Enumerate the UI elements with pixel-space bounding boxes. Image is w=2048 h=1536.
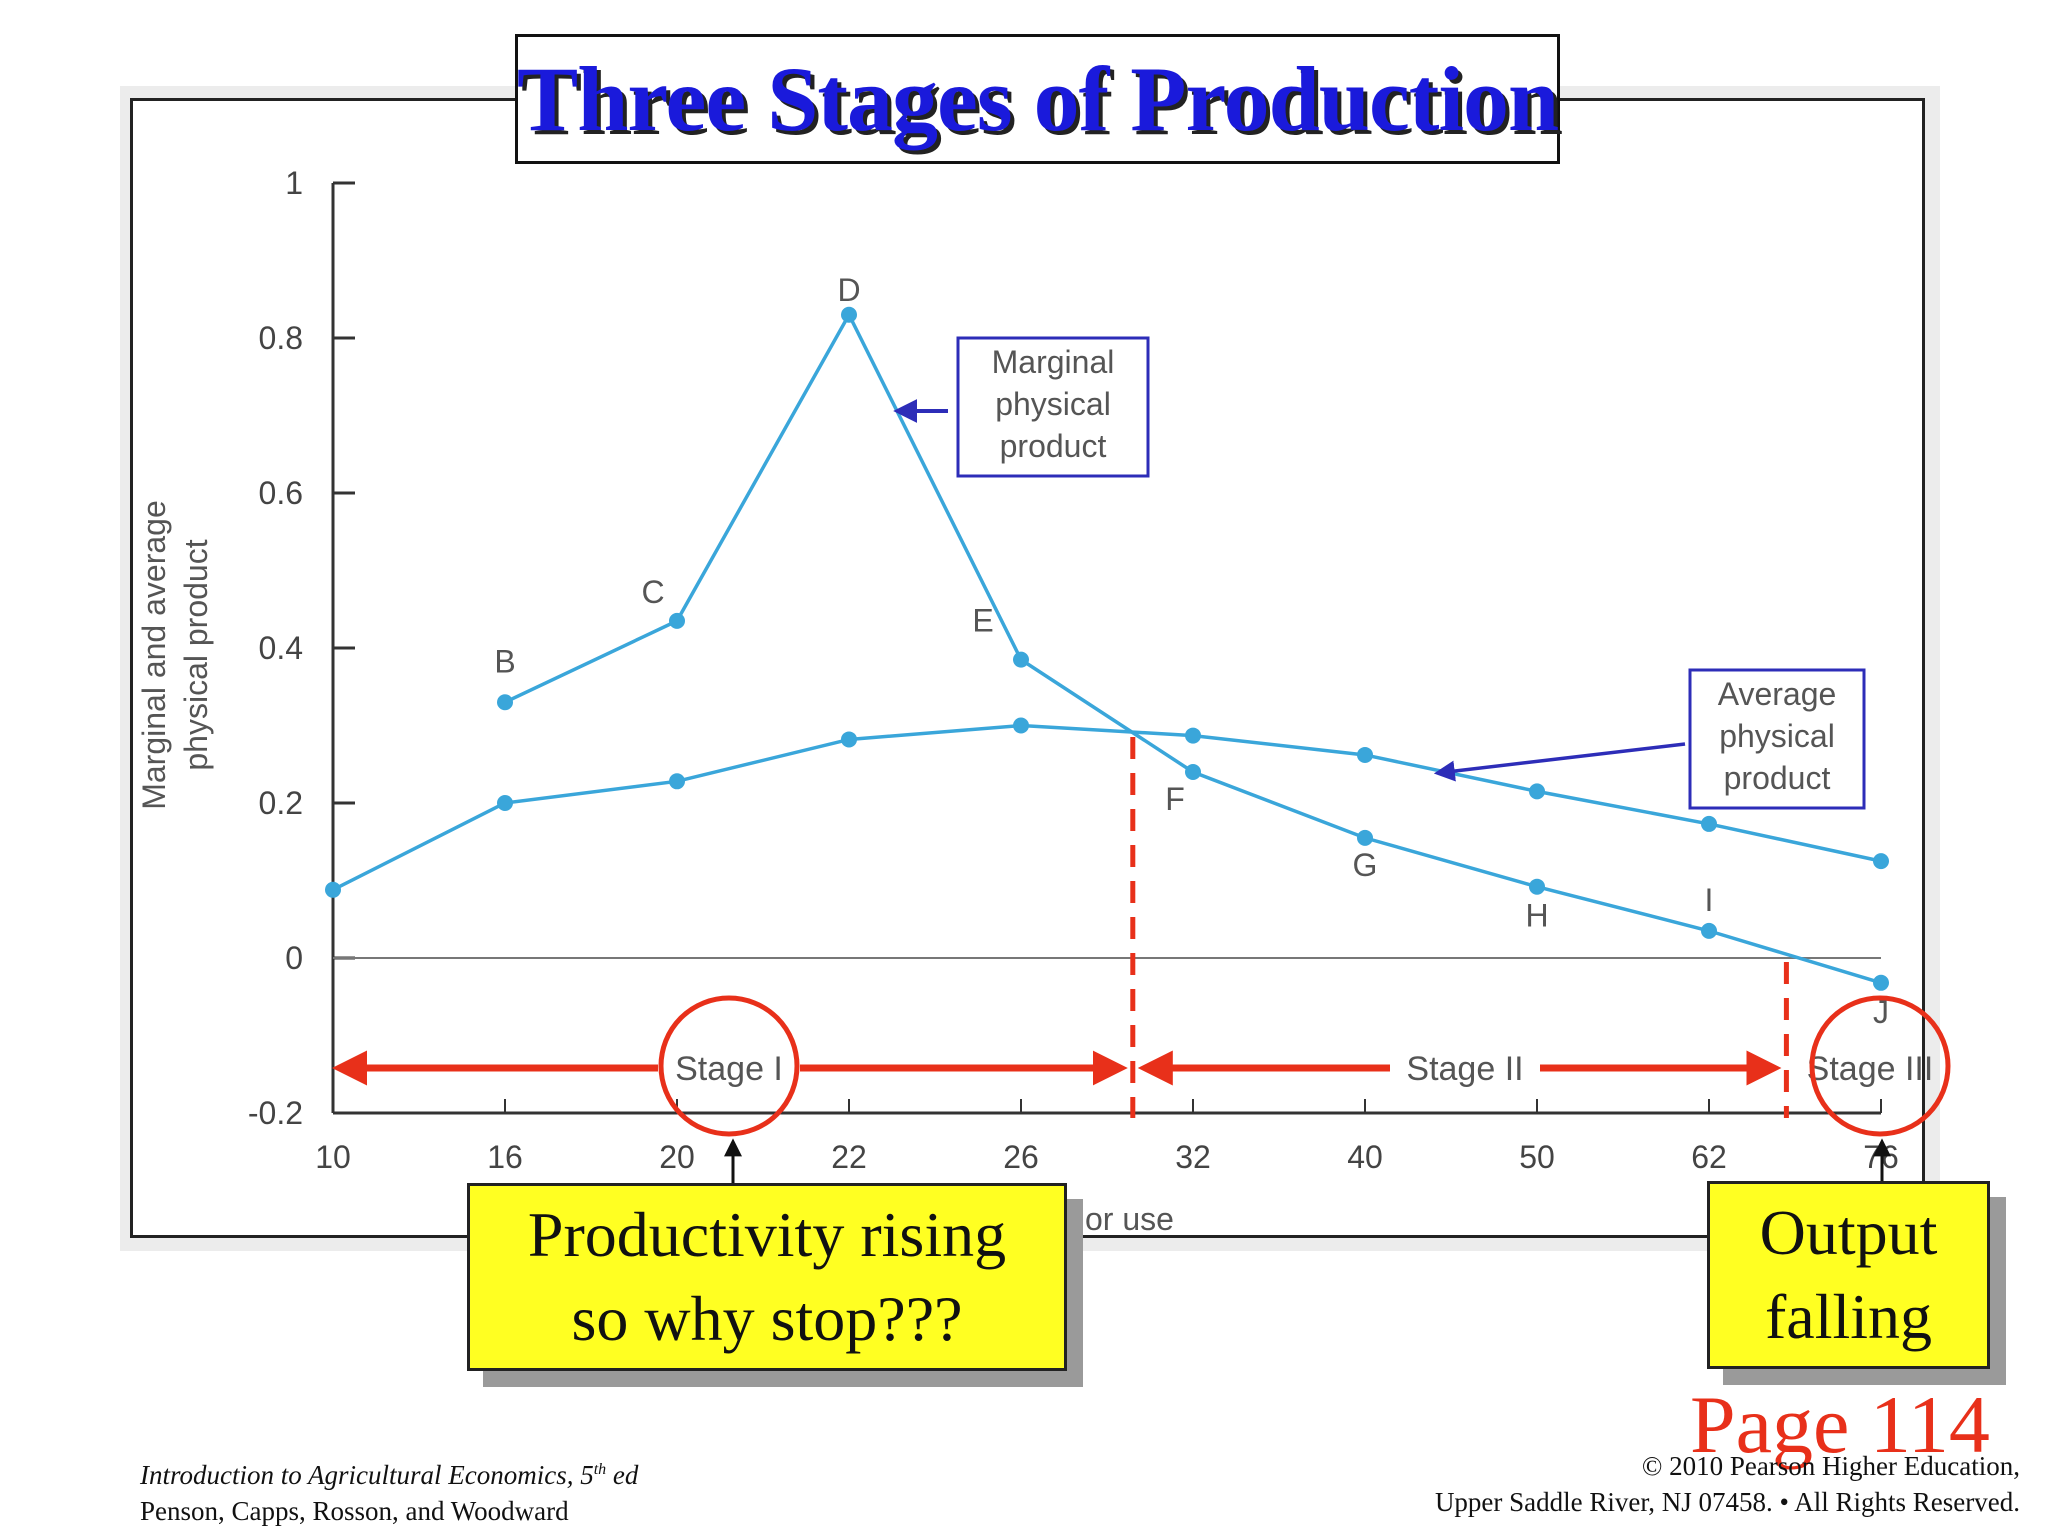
average-product-label-line: Average: [1718, 676, 1837, 712]
stage-1-label: Stage I: [675, 1050, 783, 1088]
footer-copyright: © 2010 Pearson Higher Education,: [1641, 1451, 2020, 1481]
label-layer: B C D E F G H I J Marginal physical product Average p…: [494, 272, 1889, 1030]
average-product-label-line: physical: [1719, 718, 1835, 754]
callout-output-falling: Output falling: [1707, 1181, 1990, 1369]
average-product-point: [1013, 717, 1029, 734]
stage-1-highlight-circle: [658, 995, 800, 1137]
average-product-point: [1701, 815, 1717, 832]
average-product-label-line: product: [1724, 760, 1831, 796]
point-label-h: H: [1525, 898, 1548, 934]
stage-layer: Stage I Stage II Stage III: [332, 737, 1951, 1183]
callout-productivity-rising: Productivity rising so why stop???: [467, 1183, 1067, 1371]
marginal-product-point: [841, 306, 857, 323]
average-product-point: [669, 773, 685, 790]
point-label-e: E: [972, 603, 993, 639]
x-axis-label-partial: or use: [1085, 1201, 1174, 1237]
point-label-g: G: [1353, 847, 1378, 883]
marginal-product-point: [1013, 651, 1029, 668]
footer-book-title: Introduction to Agricultural Economics, …: [140, 1452, 638, 1493]
footer-edition-text: ed: [606, 1460, 639, 1490]
marginal-product-label-line: physical: [995, 386, 1111, 422]
marginal-product-point: [497, 694, 513, 711]
stage-3-highlight-circle: [1809, 995, 1951, 1137]
average-product-label-box: Average physical product: [1688, 668, 1866, 810]
marginal-product-point: [1873, 974, 1889, 991]
axes-layer: -0.200.20.40.60.8110162022263240506276Ma…: [136, 165, 1899, 1237]
y-tick-label: -0.2: [248, 1095, 303, 1131]
marginal-product-point: [1529, 878, 1545, 895]
x-tick-label: 22: [831, 1139, 867, 1175]
y-axis-label: Marginal and average physical product: [136, 500, 214, 810]
callout-right-line2: falling: [1764, 1281, 1933, 1352]
marginal-product-point: [1357, 829, 1373, 846]
marginal-product-point: [1701, 922, 1717, 939]
x-tick-label: 62: [1691, 1139, 1727, 1175]
callout-left-line2: so why stop???: [571, 1283, 963, 1354]
marginal-product-point: [1185, 764, 1201, 780]
average-product-point: [1529, 783, 1545, 800]
plot-frame: [130, 98, 1925, 1238]
x-tick-label: 26: [1003, 1139, 1039, 1175]
footer-edition-sup: th: [593, 1461, 607, 1478]
x-tick-label: 16: [487, 1139, 523, 1175]
callout-left-line1: Productivity rising: [527, 1199, 1007, 1270]
average-product-label-arrow: [1433, 742, 1686, 782]
average-product-point: [1873, 853, 1889, 870]
y-tick-label: 0.8: [259, 320, 303, 356]
footer-authors: Penson, Capps, Rosson, and Woodward: [140, 1496, 569, 1526]
y-axis-label-line1: Marginal and average: [136, 500, 172, 810]
marginal-product-label-box: Marginal physical product: [956, 336, 1150, 478]
marginal-product-point: [669, 612, 685, 629]
point-label-i: I: [1705, 882, 1714, 918]
point-label-b: B: [494, 643, 515, 679]
y-tick-label: 0.2: [259, 785, 303, 821]
point-label-d: D: [837, 272, 860, 308]
average-product-point: [325, 881, 341, 898]
x-tick-label: 40: [1347, 1139, 1383, 1175]
average-product-point: [841, 731, 857, 748]
average-product-point: [1357, 746, 1373, 763]
point-label-c: C: [641, 574, 664, 610]
footer-left: Introduction to Agricultural Economics, …: [140, 1452, 638, 1529]
average-product-label-frame: [1688, 668, 1866, 810]
y-tick-label: 1: [285, 165, 303, 201]
footer-address: Upper Saddle River, NJ 07458. • All Righ…: [1434, 1487, 2020, 1517]
y-tick-label: 0: [285, 940, 303, 976]
x-tick-label: 32: [1175, 1139, 1211, 1175]
footer-right: © 2010 Pearson Higher Education, Upper S…: [1435, 1448, 2020, 1520]
x-tick-label: 50: [1519, 1139, 1555, 1175]
y-axis-label-line2: physical product: [178, 539, 214, 770]
x-tick-label: 20: [659, 1139, 695, 1175]
page-number: Page 114: [1690, 1379, 1990, 1470]
callout-right-line1: Output: [1759, 1197, 1938, 1268]
average-product-point: [1185, 727, 1201, 744]
series-layer: [325, 306, 1889, 991]
point-label-f: F: [1165, 781, 1185, 817]
average-product-line: [332, 723, 1882, 892]
marginal-product-label-line: Marginal: [992, 344, 1115, 380]
y-tick-label: 0.6: [259, 475, 303, 511]
marginal-product-label-line: product: [1000, 428, 1107, 464]
y-tick-label: 0.4: [259, 630, 303, 666]
chart-title: Three Stages of Production: [516, 48, 1559, 150]
footer-book-title-text: Introduction to Agricultural Economics, …: [140, 1460, 594, 1490]
stage-3-label: Stage III: [1807, 1050, 1934, 1088]
title-box: Three Stages of Production: [515, 34, 1560, 164]
average-product-point: [497, 795, 513, 811]
marginal-product-line: [504, 311, 1882, 985]
marginal-product-label-frame: [956, 336, 1150, 478]
point-label-j: J: [1873, 994, 1889, 1030]
x-tick-label: 10: [315, 1139, 351, 1175]
stage-2-label: Stage II: [1406, 1050, 1523, 1088]
